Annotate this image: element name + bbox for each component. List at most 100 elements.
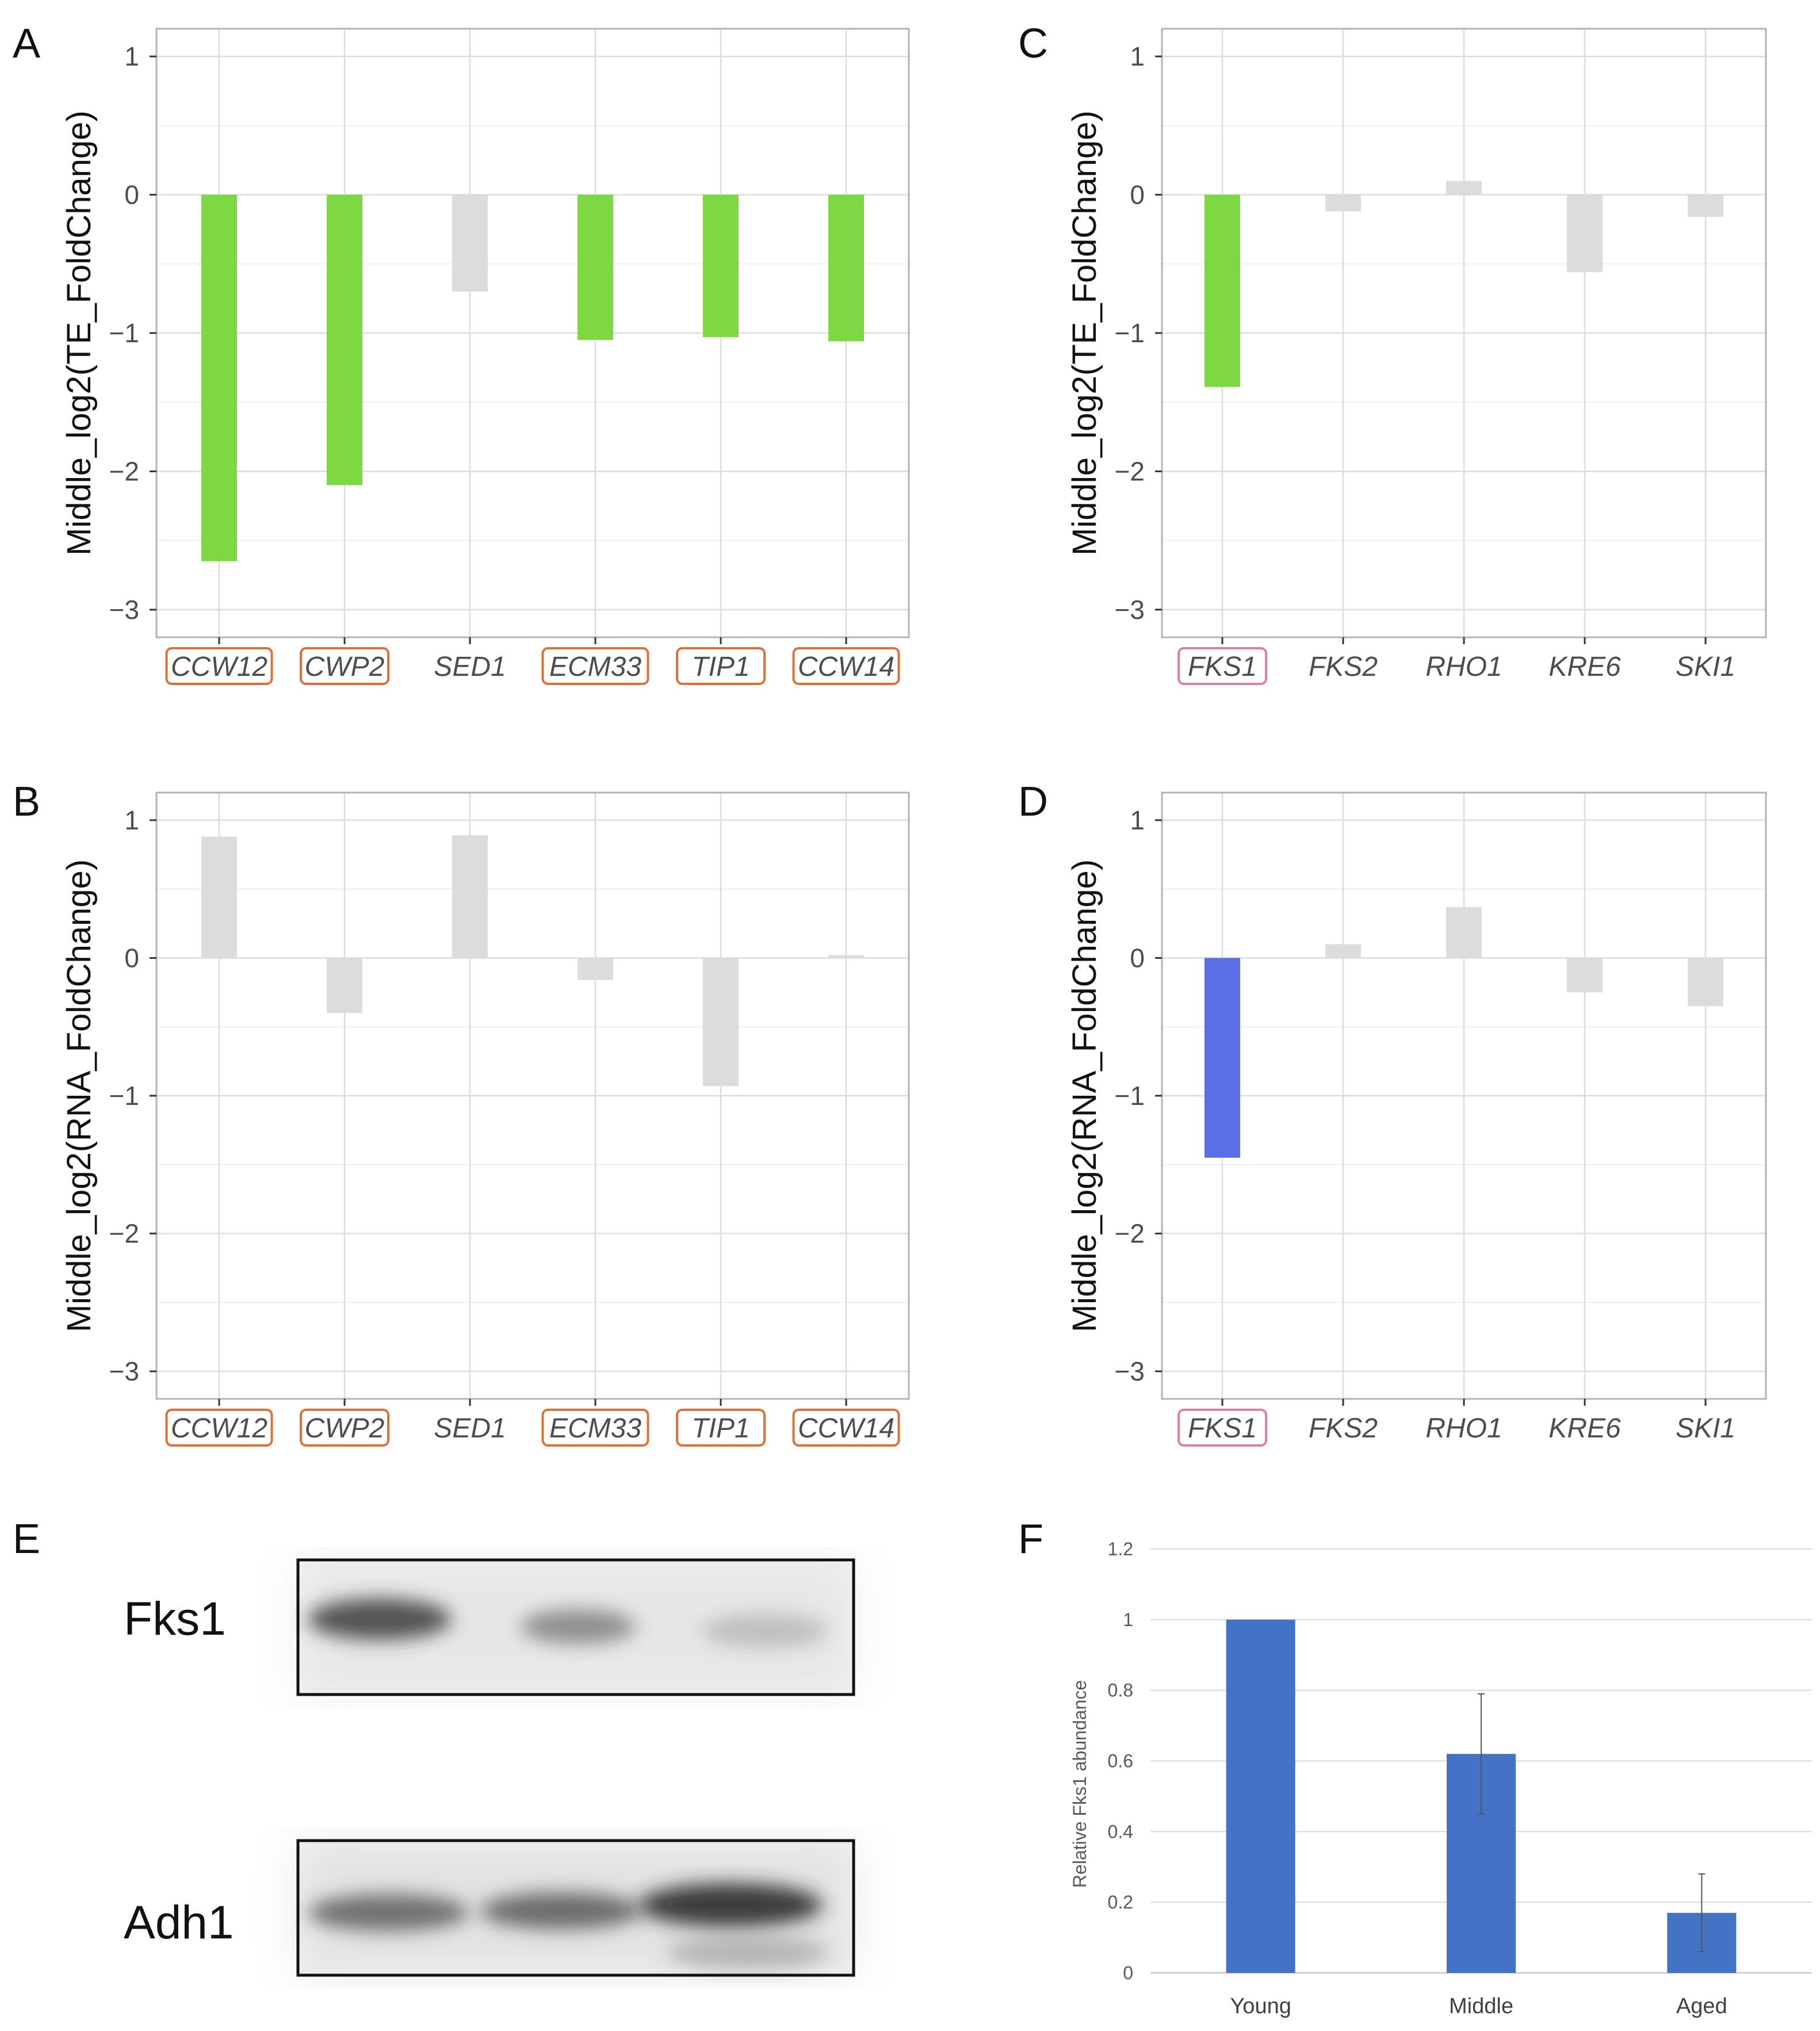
y-axis-title: Middle_log2(RNA_FoldChange) [60,859,98,1332]
adh1-blot-label: Adh1 [124,1896,234,1949]
category-label-ecm33: ECM33 [549,1413,641,1444]
y-tick-label: −2 [109,1219,139,1249]
bar-rho1 [1446,181,1482,195]
bar-ski1 [1688,958,1723,1007]
y-tick-label: 0 [1130,180,1145,210]
adh1-smear-aged [667,1936,828,1970]
y-tick-label: −2 [1115,1219,1145,1249]
category-label-kre6: KRE6 [1548,1413,1621,1444]
category-label-sed1: SED1 [434,1413,506,1444]
bar-kre6 [1567,194,1603,273]
bar-young [1226,1619,1295,1973]
bar-ski1 [1688,194,1723,217]
panel-e-blot: E Fks1 Adh1 [13,1516,855,1977]
category-label-kre6: KRE6 [1548,652,1621,682]
category-label-fks2: FKS2 [1309,652,1378,682]
category-label-ecm33: ECM33 [549,652,641,682]
y-axis-title: Middle_log2(TE_FoldChange) [60,110,98,556]
category-label-rho1: RHO1 [1425,652,1502,682]
y-tick-label: 0 [1130,943,1145,973]
highlight-box [676,647,766,685]
panel-d-chart: D 1 0 −1 −2 −3 FKS1 FKS2 RHO1 KRE6 SKI1 Middle_log… [1018,779,1767,1447]
f-category-label-young: Young [1230,1994,1291,2018]
highlight-box [1177,647,1267,685]
category-label-rho1: RHO1 [1425,1413,1502,1444]
panel-a-chart: A 1 0 −1 −2 −3 CCW12 CWP2 SED1 ECM33 TIP1 CCW14 Mid… [13,21,910,685]
category-label-fks2: FKS2 [1309,1413,1378,1444]
bar-cwp2 [327,958,362,1013]
y-tick-label: −3 [1115,595,1145,625]
bar-tip1 [703,958,739,1087]
adh1-band-middle [480,1892,641,1929]
f-category-label-aged: Aged [1676,1994,1727,2018]
panel-c-letter: C [1018,21,1048,67]
bar-ecm33 [578,194,613,341]
category-label-ski1: SKI1 [1676,1413,1735,1444]
adh1-band-aged [638,1883,823,1927]
bar-fks1 [1205,958,1240,1158]
fks1-band-young [308,1598,452,1640]
bar-fks2 [1325,194,1361,212]
category-label-cwp2: CWP2 [305,652,385,682]
category-label-fks1: FKS1 [1188,652,1257,682]
panel-f-letter: F [1018,1516,1043,1562]
panel-f-chart: F 1.2 1 0.8 0.6 0.4 0.2 0 Young Middle Aged Relati… [1018,1516,1812,2018]
panel-e-letter: E [13,1516,40,1562]
highlight-box [165,647,273,685]
y-tick-label: −1 [1115,318,1145,348]
bar-fks2 [1325,944,1361,958]
bar-sed1 [452,194,488,292]
category-label-ccw12: CCW12 [171,1413,267,1444]
bar-fks1 [1205,194,1240,387]
bar-ccw14 [828,955,864,958]
y-axis-title: Middle_log2(TE_FoldChange) [1066,110,1103,556]
category-label-ccw14: CCW14 [798,652,894,682]
category-label-fks1: FKS1 [1188,1413,1257,1444]
highlight-box [300,1409,389,1447]
category-label-tip1: TIP1 [691,1413,750,1444]
y-tick-label: 1 [124,805,139,835]
f-y-tick-label: 0.6 [1108,1751,1133,1772]
category-label-ski1: SKI1 [1676,652,1735,682]
bar-ecm33 [578,958,613,980]
adh1-band-young [308,1894,469,1931]
highlight-box [300,647,389,685]
panel-c-chart: C 1 0 −1 −2 −3 FKS1 FKS2 RHO1 KRE6 SKI1 Middle_log… [1018,21,1767,685]
bar-ccw12 [201,194,237,561]
f-y-tick-label: 0.2 [1108,1892,1133,1913]
category-label-ccw12: CCW12 [171,652,267,682]
y-tick-label: −3 [1115,1356,1145,1386]
y-tick-label: 0 [124,943,139,973]
bar-sed1 [452,835,488,958]
f-y-tick-label: 1.2 [1108,1539,1133,1559]
bar-ccw12 [201,836,237,958]
y-tick-label: −2 [1115,456,1145,486]
bar-tip1 [703,194,739,338]
y-tick-label: −3 [109,595,139,625]
highlight-box [792,647,900,685]
f-category-label-middle: Middle [1449,1994,1513,2018]
bar-ccw14 [828,194,864,342]
fks1-blot-label: Fks1 [124,1593,226,1645]
f-y-tick-label: 0 [1123,1963,1133,1983]
y-tick-label: 1 [1130,805,1145,835]
fks1-band-middle [521,1609,636,1644]
highlight-box [541,647,649,685]
highlight-box [792,1409,900,1447]
f-y-tick-label: 1 [1123,1609,1133,1630]
y-tick-label: −1 [1115,1081,1145,1111]
panel-b-letter: B [13,779,40,825]
panel-b-chart: B 1 0 −1 −2 −3 CCW12 CWP2 SED1 ECM33 TIP1 CCW14 Mid… [13,779,910,1447]
category-label-cwp2: CWP2 [305,1413,385,1444]
y-axis-title: Middle_log2(RNA_FoldChange) [1066,859,1103,1332]
y-tick-label: −1 [109,318,139,348]
highlight-box [1177,1409,1267,1447]
y-tick-label: 1 [1130,41,1145,71]
fks1-band-aged [702,1613,828,1648]
highlight-box [676,1409,766,1447]
highlight-box [541,1409,649,1447]
y-tick-label: −3 [109,1356,139,1386]
f-y-axis-title: Relative Fks1 abundance [1069,1680,1090,1888]
panel-a-letter: A [13,21,40,67]
category-label-sed1: SED1 [434,652,506,682]
